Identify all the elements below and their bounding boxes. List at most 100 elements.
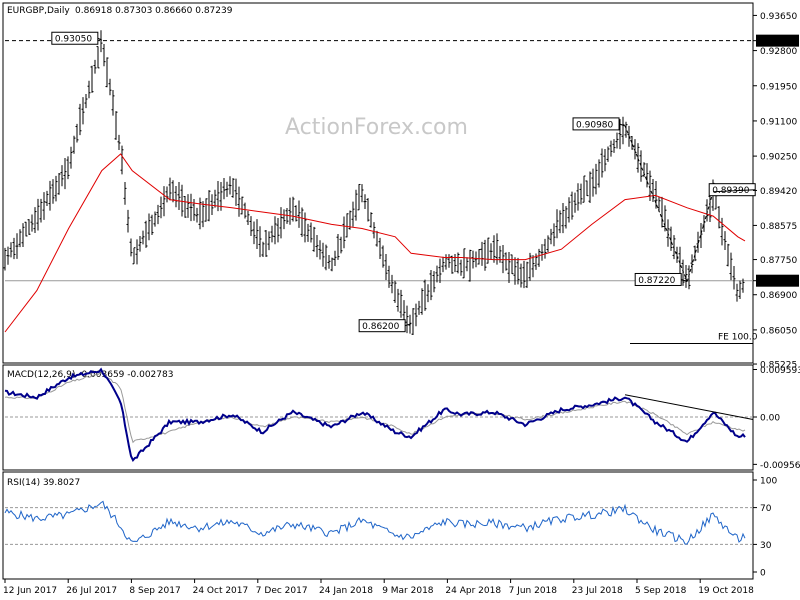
ohlc-bar [513,257,517,285]
ohlc-bar [150,214,154,236]
ohlc-bar [87,80,91,99]
ohlc-bar [384,254,388,280]
ohlc-bar [354,189,358,221]
ohlc-bar [183,196,187,218]
ohlc-bar [99,30,103,53]
ohlc-bar [195,207,199,223]
ohlc-bar [570,191,574,220]
ohlc-bar [138,235,142,252]
ohlc-bar [315,235,319,258]
ohlc-bar [51,179,55,204]
ohlc-bar [249,216,253,237]
ohlc-bar [162,186,166,217]
ohlc-bar [564,206,568,229]
ohlc-bar [213,189,217,208]
ohlc-bar [6,246,10,265]
ohlc-bar [549,228,553,245]
ohlc-bar [684,264,688,288]
ohlc-bar [624,121,628,138]
ohlc-bar [369,212,373,228]
ohlc-bar [186,194,190,218]
ohlc-bar [108,78,112,96]
ohlc-bar [669,226,673,251]
ohlc-bar [597,159,601,188]
ohlc-bar [177,182,181,211]
ohlc-bar [693,245,697,262]
ohlc-bar [462,248,466,279]
ohlc-bar [678,246,682,274]
pivot-label-leader [713,189,756,193]
rsi-y-label: 0 [760,569,766,579]
ohlc-bar [612,139,616,153]
pivot-label-leader [404,323,412,327]
ohlc-bar [522,260,526,289]
ohlc-bar [561,202,565,234]
pivot-label-text: 0.90980 [576,120,613,130]
ohlc-bar [135,239,139,265]
ohlc-bar [330,257,334,272]
pivot-label-leader [618,123,626,127]
ohlc-bar [126,209,130,233]
ohlc-bar [15,233,19,259]
ohlc-bar [33,207,37,234]
ohlc-bar [78,103,82,136]
macd-y-label: 0.009593 [760,366,800,376]
price-y-label: 0.92800 [760,47,797,57]
ohlc-bar [243,202,247,219]
x-tick-label: 24 Apr 2018 [445,586,501,596]
ohlc-bar [366,198,370,222]
ohlc-bar [153,211,157,227]
ohlc-bar [228,176,232,195]
price-y-label: 0.89420 [760,187,797,197]
ohlc-bar [420,288,424,315]
ohlc-bar [24,221,28,237]
ohlc-bar [507,252,511,283]
pivot-label: 0.90980 [572,117,626,131]
macd-trendline [624,394,754,420]
x-tick-label: 12 Jun 2017 [3,586,57,596]
ohlc-bar [450,255,454,274]
ohlc-bar [96,46,100,69]
ohlc-bar [48,180,52,211]
price-y-label: 0.87239 [758,277,795,287]
ohlc-bar [681,259,685,286]
ohlc-bar [573,192,577,213]
ohlc-bar [477,249,481,265]
ohlc-bar [390,274,394,294]
ohlc-bar [582,175,586,203]
rsi-line [4,500,746,545]
ohlc-bar [273,216,277,245]
ohlc-bar [342,216,346,249]
ohlc-bar [714,195,718,210]
swing-line-down [624,125,688,282]
ohlc-bar [231,178,235,198]
ohlc-bar [630,136,634,150]
ohlc-bar [468,249,472,282]
ohlc-bar [159,196,163,219]
rsi-plot [4,500,753,545]
price-y-label: 0.93040 [758,37,795,47]
ohlc-bar [606,146,610,162]
ohlc-bar [279,207,283,239]
pivot-label: 0.87220 [634,272,688,286]
ohlc-bar [375,230,379,247]
ohlc-bar [432,271,436,293]
x-tick-label: 7 Jun 2018 [509,586,558,596]
ohlc-bar [519,263,523,288]
ohlc-bar [609,140,613,157]
ohlc-bar [699,222,703,248]
ohlc-bar [393,280,397,303]
ohlc-bar [372,222,376,239]
ohlc-bar [444,254,448,270]
price-y-label: 0.91950 [760,82,797,92]
ohlc-bar [21,223,25,247]
ohlc-bar [336,233,340,260]
ohlc-bar [297,200,301,228]
ohlc-bar [276,218,280,243]
price-plot: FE 100.0 0.93050 0.86200 0.90980 0.89390 0.87… [3,30,758,345]
pivot-label-text: 0.87220 [638,276,675,286]
ohlc-bar [180,184,184,217]
pivot-label: 0.89390 [708,183,756,197]
ohlc-bar [201,201,205,228]
ohlc-bar [9,242,13,258]
